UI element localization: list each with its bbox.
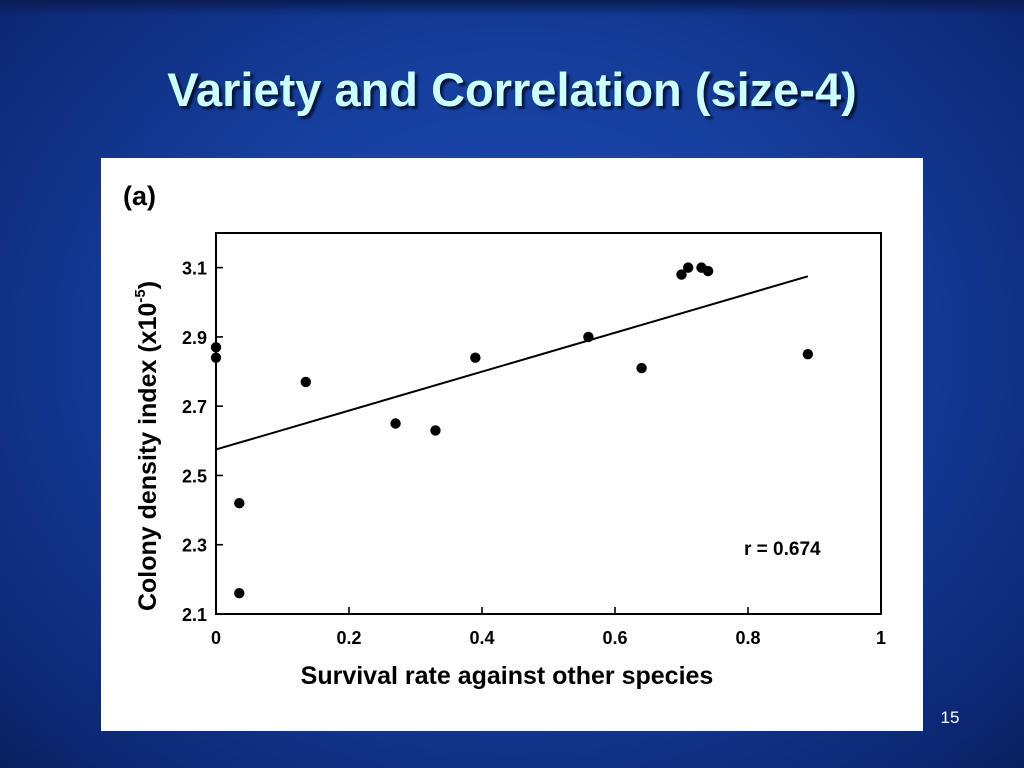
data-point [682, 262, 694, 273]
x-axis: 0 0.2 0.4 0.6 0.8 1 [211, 607, 886, 648]
slide-number: 15 [940, 708, 960, 727]
x-tick-label: 0.8 [735, 628, 760, 648]
data-point [234, 588, 245, 599]
data-point [210, 352, 222, 363]
x-axis-label: Survival rate against other species [301, 662, 714, 690]
slide-title: Variety and Correlation (size-4) [167, 63, 857, 116]
y-tick-label: 2.1 [182, 605, 207, 625]
y-axis-label-exponent: -5 [132, 289, 149, 302]
correlation-annotation: r = 0.674 [744, 539, 821, 560]
data-point [300, 376, 311, 388]
y-tick-label: 2.9 [182, 328, 207, 348]
fit-line [215, 275, 809, 451]
x-tick-label: 0.2 [336, 628, 361, 648]
data-point [430, 425, 441, 436]
y-tick-label: 2.7 [182, 397, 207, 417]
x-tick-label: 0.4 [469, 628, 494, 648]
data-point [470, 352, 481, 363]
data-point [676, 269, 687, 280]
fit-line-group [215, 275, 809, 451]
data-point [583, 331, 594, 343]
x-tick-label: 0.6 [602, 628, 627, 648]
y-axis-label-close: ) [134, 281, 162, 289]
data-point [390, 418, 401, 429]
y-axis-label: Colony density index (x10-5) [132, 281, 162, 611]
plot-frame [215, 232, 882, 615]
figure-panel: (a) 2.1 2.3 2.5 2.7 2.9 3.1 0 0.2 0.4 0.6 0.8 1 r … [101, 158, 923, 731]
x-tick-label: 1 [876, 628, 886, 648]
data-point [234, 497, 245, 509]
x-tick-label: 0 [211, 628, 221, 648]
y-axis-label-main: Colony density index (x10 [134, 303, 162, 611]
data-points [210, 262, 814, 599]
y-tick-label: 2.5 [182, 466, 207, 486]
y-axis: 2.1 2.3 2.5 2.7 2.9 3.1 [182, 259, 223, 625]
y-tick-label: 2.3 [182, 536, 207, 556]
data-point [802, 349, 814, 360]
scatter-chart: (a) 2.1 2.3 2.5 2.7 2.9 3.1 0 0.2 0.4 0.6 0.8 1 r … [123, 181, 886, 690]
panel-label: (a) [123, 181, 156, 211]
data-point [702, 265, 714, 277]
top-band [0, 0, 1024, 16]
y-tick-label: 3.1 [182, 259, 207, 279]
data-point [210, 342, 222, 353]
data-point [636, 362, 647, 374]
